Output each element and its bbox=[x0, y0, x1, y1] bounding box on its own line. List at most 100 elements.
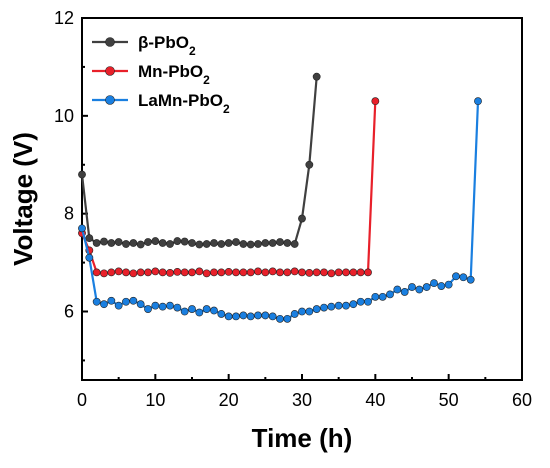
data-point bbox=[122, 268, 130, 277]
data-point bbox=[129, 269, 138, 278]
data-point bbox=[136, 240, 145, 249]
data-point bbox=[144, 238, 152, 246]
data-point bbox=[254, 240, 262, 248]
legend-label: Mn-PbO2 bbox=[138, 62, 210, 87]
data-point bbox=[239, 268, 248, 277]
x-tick-label: 60 bbox=[512, 390, 532, 410]
data-point bbox=[136, 268, 145, 277]
data-point bbox=[202, 269, 211, 278]
data-point bbox=[166, 301, 174, 310]
data-point bbox=[364, 268, 372, 277]
data-point bbox=[312, 305, 321, 313]
data-point bbox=[246, 268, 255, 277]
data-point bbox=[217, 310, 226, 318]
data-point bbox=[276, 268, 284, 277]
data-point bbox=[158, 239, 167, 247]
data-point bbox=[349, 268, 358, 277]
data-point bbox=[78, 224, 86, 233]
data-point bbox=[107, 239, 116, 247]
data-point bbox=[166, 268, 174, 277]
data-point bbox=[188, 305, 196, 313]
data-point bbox=[283, 314, 292, 323]
data-point bbox=[305, 268, 314, 277]
data-point bbox=[254, 311, 262, 320]
data-point bbox=[393, 285, 402, 294]
x-tick-label: 0 bbox=[77, 390, 87, 410]
data-point bbox=[356, 268, 365, 277]
data-point bbox=[144, 305, 152, 313]
y-axis-title: Voltage (V) bbox=[8, 132, 38, 266]
data-point bbox=[180, 307, 189, 316]
series-layer bbox=[78, 72, 482, 323]
y-tick-label: 8 bbox=[64, 204, 74, 224]
data-point bbox=[122, 240, 130, 248]
data-point bbox=[342, 268, 350, 277]
data-point bbox=[334, 268, 343, 277]
data-point bbox=[437, 282, 446, 290]
data-point bbox=[276, 314, 284, 323]
data-point bbox=[290, 310, 299, 318]
data-point bbox=[129, 296, 138, 305]
legend-item: Mn-PbO2 bbox=[92, 62, 210, 87]
data-point bbox=[85, 234, 94, 243]
data-point bbox=[158, 302, 167, 311]
data-point bbox=[246, 240, 255, 249]
data-point bbox=[261, 239, 270, 247]
data-point bbox=[378, 292, 387, 301]
data-point bbox=[232, 268, 240, 277]
data-point bbox=[430, 279, 438, 288]
data-point bbox=[78, 170, 86, 179]
data-point bbox=[415, 285, 424, 294]
data-point bbox=[114, 238, 123, 246]
data-point bbox=[100, 300, 108, 309]
data-point bbox=[305, 307, 314, 316]
data-point bbox=[173, 237, 182, 245]
data-point bbox=[422, 283, 431, 291]
data-point bbox=[290, 267, 299, 276]
data-point bbox=[100, 237, 108, 246]
data-point bbox=[180, 268, 189, 277]
x-axis-title: Time (h) bbox=[252, 423, 353, 453]
series-3 bbox=[78, 97, 482, 323]
y-tick-label: 10 bbox=[54, 106, 74, 126]
data-point bbox=[386, 290, 394, 299]
data-point bbox=[92, 297, 101, 306]
data-point bbox=[474, 97, 482, 106]
y-tick-label: 6 bbox=[64, 302, 74, 322]
series-1 bbox=[78, 72, 321, 249]
series-2 bbox=[78, 97, 380, 278]
data-point bbox=[261, 268, 270, 277]
data-point bbox=[312, 72, 321, 81]
data-point bbox=[114, 267, 123, 276]
data-point bbox=[188, 239, 196, 247]
data-point bbox=[290, 240, 299, 248]
data-point bbox=[107, 268, 116, 277]
data-point bbox=[202, 240, 211, 248]
data-point bbox=[136, 300, 145, 309]
x-tick-label: 20 bbox=[219, 390, 239, 410]
data-point bbox=[327, 269, 336, 278]
data-point bbox=[100, 269, 108, 278]
x-tick-label: 30 bbox=[292, 390, 312, 410]
data-point bbox=[151, 267, 160, 276]
data-point bbox=[239, 240, 248, 248]
data-point bbox=[444, 280, 453, 289]
legend-marker bbox=[105, 37, 115, 47]
data-point bbox=[92, 239, 101, 247]
legend-item: β-PbO2 bbox=[92, 33, 196, 58]
x-tick-label: 50 bbox=[439, 390, 459, 410]
data-point bbox=[210, 239, 218, 247]
data-point bbox=[268, 312, 277, 321]
data-point bbox=[452, 272, 460, 281]
data-point bbox=[188, 268, 196, 277]
data-point bbox=[408, 283, 416, 291]
data-point bbox=[232, 238, 240, 246]
data-point bbox=[268, 239, 277, 247]
data-point bbox=[305, 160, 314, 169]
data-point bbox=[85, 253, 94, 262]
data-point bbox=[466, 275, 475, 284]
y-tick-label: 12 bbox=[54, 8, 74, 28]
x-tick-label: 40 bbox=[365, 390, 385, 410]
axes: 0 10 20 30 40 50 60 6 8 10 12 bbox=[54, 8, 532, 410]
